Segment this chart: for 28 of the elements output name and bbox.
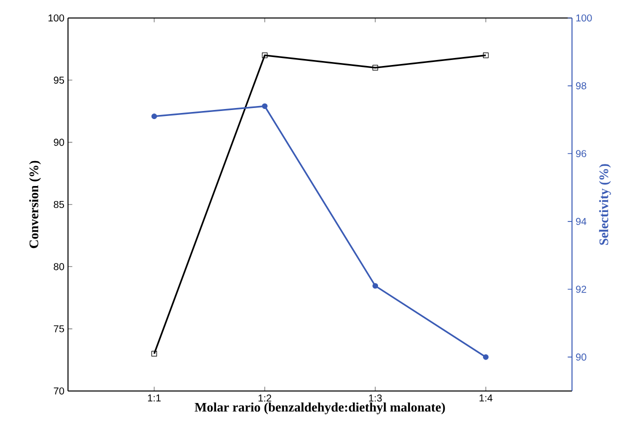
y-tick-label: 85 (54, 200, 64, 208)
x-tick-label: 1:4 (480, 394, 492, 402)
y2-tick-label: 92 (576, 286, 586, 293)
point (151, 350, 158, 356)
point (262, 103, 268, 109)
point (482, 52, 489, 58)
point (372, 64, 378, 71)
y2-tick-label: 94 (576, 218, 586, 225)
y-tick-label: 95 (54, 76, 64, 84)
x-tick-label: 1:3 (369, 394, 382, 402)
x-tick-label: 1:2 (258, 394, 272, 402)
y-tick-label: 75 (54, 325, 64, 332)
y-tick-label: 90 (54, 138, 64, 146)
y2-axis-title: Selectivity (%) (599, 164, 611, 245)
x-tick-label: 1:1 (148, 394, 161, 402)
y2-tick-label: 90 (576, 354, 586, 361)
y2-tick-label: 96 (576, 150, 586, 158)
x-axis-title: Molar rario (benzaldehyde:diethyl malonate) (194, 402, 445, 414)
y2-tick-label: 98 (576, 82, 586, 90)
point (151, 114, 158, 120)
y2-tick-label: 100 (576, 14, 592, 22)
y-tick-label: 80 (54, 263, 64, 270)
point (482, 354, 489, 360)
y-axis-title: Conversion (%) (29, 160, 41, 248)
y-tick-label: 100 (48, 14, 64, 22)
point (262, 52, 268, 58)
y-tick-label: 70 (54, 387, 64, 395)
point (372, 283, 378, 289)
